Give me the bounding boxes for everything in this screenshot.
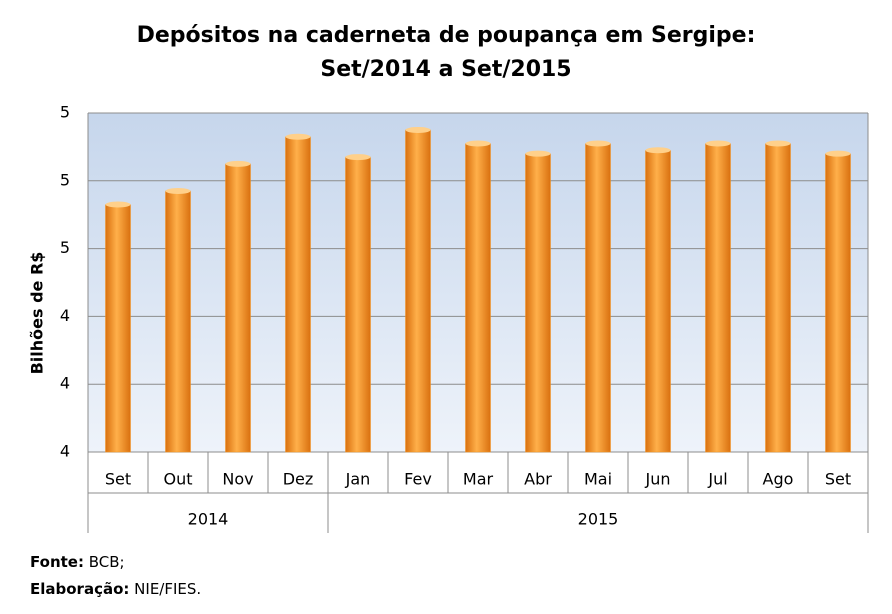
source-label: Fonte:	[30, 553, 84, 571]
bar-cap	[285, 133, 311, 140]
credit-label: Elaboração:	[30, 580, 129, 598]
x-tick-label: Mai	[584, 470, 612, 489]
y-axis-label: Bilhões de R$	[28, 252, 47, 375]
x-tick-label: Jun	[645, 470, 671, 489]
x-tick-label: Jan	[345, 470, 371, 489]
y-tick-label: 4	[60, 374, 70, 393]
bar-cap	[825, 150, 851, 157]
chart-title: Depósitos na caderneta de poupança em Se…	[137, 23, 756, 48]
bar	[705, 143, 731, 453]
bar	[405, 129, 431, 453]
bar	[285, 136, 311, 453]
x-tick-label: Set	[105, 470, 131, 489]
group-label: 2014	[188, 510, 229, 529]
y-tick-label: 5	[60, 238, 70, 257]
footer-credit: Elaboração: NIE/FIES.	[30, 580, 201, 598]
x-tick-label: Ago	[763, 470, 794, 489]
chart-subtitle: Set/2014 a Set/2015	[320, 57, 571, 82]
bar-cap	[345, 154, 371, 161]
x-tick-label: Dez	[283, 470, 314, 489]
bar	[825, 153, 851, 453]
bar	[585, 143, 611, 453]
bar-cap	[765, 140, 791, 147]
x-tick-label: Jul	[707, 470, 727, 489]
bar-cap	[405, 126, 431, 133]
x-tick-label: Nov	[222, 470, 253, 489]
y-tick-label: 4	[60, 442, 70, 461]
bar-cap	[705, 140, 731, 147]
credit: NIE/FIES.	[134, 580, 201, 598]
bar-cap	[465, 140, 491, 147]
footer-source: Fonte: BCB;	[30, 553, 125, 571]
bar	[105, 204, 131, 453]
bar	[165, 190, 191, 453]
group-label: 2015	[578, 510, 619, 529]
bar-cap	[585, 140, 611, 147]
bar	[225, 163, 251, 453]
source: BCB;	[89, 553, 125, 571]
x-tick-label: Fev	[404, 470, 432, 489]
y-tick-label: 5	[60, 103, 70, 122]
bar-cap	[105, 201, 131, 208]
bar	[525, 153, 551, 453]
x-tick-label: Set	[825, 470, 851, 489]
x-tick-label: Abr	[524, 470, 552, 489]
y-tick-label: 4	[60, 306, 70, 325]
x-tick-label: Mar	[463, 470, 494, 489]
bar-cap	[645, 147, 671, 154]
bar	[765, 143, 791, 453]
x-tick-label: Out	[163, 470, 192, 489]
bar-cap	[165, 187, 191, 194]
bar-cap	[525, 150, 551, 157]
bar	[465, 143, 491, 453]
bar	[645, 150, 671, 453]
bar	[345, 156, 371, 453]
y-tick-label: 5	[60, 170, 70, 189]
bar-cap	[225, 160, 251, 167]
